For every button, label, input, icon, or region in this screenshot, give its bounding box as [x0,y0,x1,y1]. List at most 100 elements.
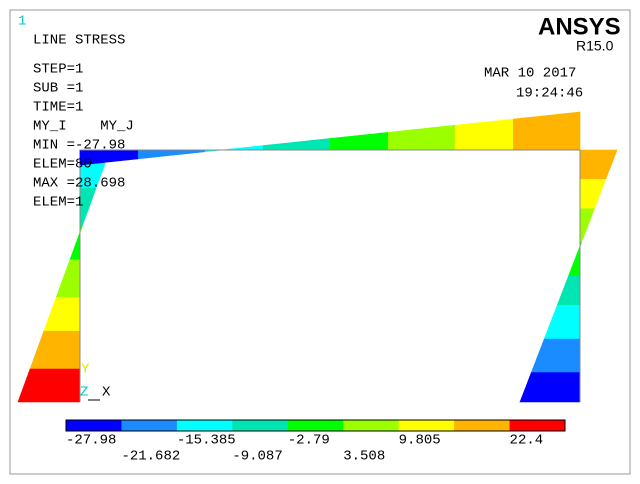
stress-segment [48,313,81,319]
stress-segment [579,221,590,226]
stress-segment [550,317,581,323]
legend-label: -9.087 [232,449,282,465]
stress-segment [40,334,81,340]
legend-band [509,420,566,431]
info-line: STEP=1 [33,62,83,78]
stress-segment [304,139,314,151]
stress-segment [454,124,464,151]
stress-segment [563,284,581,289]
stress-diagram [17,111,618,403]
stress-segment [446,124,456,151]
stress-segment [179,149,189,155]
stress-segment [569,267,581,273]
stress-segment [129,149,139,161]
stress-segment [46,317,81,323]
stress-segment [545,330,581,336]
stress-segment [25,376,81,382]
stress-segment [579,225,589,231]
stress-segment [31,359,81,365]
stress-segment [313,139,322,151]
stress-segment [504,118,514,151]
stress-segment [413,128,422,151]
stress-segment [17,397,81,403]
stress-segment [188,149,197,154]
stress-segment [72,246,81,252]
stress-segment [55,292,81,298]
stress-segment [288,141,297,151]
stress-segment [542,338,581,344]
stress-segment [564,279,581,285]
stress-segment [57,288,81,294]
window-number: 1 [18,14,26,30]
info-block: STEP=1 SUB =1 TIME=1 MY_I MY_J MIN =-27.98 EL… [33,62,134,211]
stress-segment [558,296,581,302]
info-line: ELEM=1 [33,195,83,211]
stress-segment [71,250,81,256]
stress-segment [553,309,581,315]
legend-label: 22.4 [510,433,544,449]
stress-segment [429,126,439,151]
stress-segment [579,183,605,189]
stress-segment [568,271,581,277]
stress-segment [26,372,81,378]
stress-segment [29,363,81,369]
stress-segment [530,368,581,373]
stress-segment [579,191,602,197]
info-line: SUB =1 [33,81,83,97]
legend-band [176,420,233,431]
stress-segment [566,275,581,281]
info-line: MIN =-27.98 [33,138,125,154]
stress-segment [28,368,81,373]
stress-segment [346,135,356,151]
stress-segment [371,132,381,151]
stress-segment [37,342,81,348]
stress-segment [463,123,472,151]
legend-label: -15.385 [177,433,236,449]
stress-segment [58,284,81,289]
stress-segment [49,309,81,315]
stress-segment [556,300,581,306]
stress-segment [529,372,581,378]
stress-segment [579,212,594,218]
date: MAR 10 2017 [484,66,576,82]
stress-segment [66,263,81,268]
stress-segment [65,267,81,273]
stress-segment [79,212,88,218]
stress-segment [561,288,581,294]
stress-segment [354,134,364,151]
stress-segment [496,119,506,151]
stress-segment [537,351,581,357]
stress-segment [39,338,81,344]
stress-segment [19,393,81,399]
stress-segment [526,380,581,386]
info-line: TIME=1 [33,100,83,116]
stress-segment [296,140,306,151]
legend-label: 3.508 [343,449,385,465]
stress-segment [146,149,156,159]
stress-segment [579,174,608,180]
legend-band [232,420,289,431]
stress-segment [388,131,397,151]
stress-segment [532,363,581,369]
stress-segment [363,133,372,151]
stress-segment [22,384,81,390]
stress-segment [521,393,581,399]
axis-x: X [102,385,111,401]
stress-segment [43,326,81,331]
stress-segment [63,271,81,277]
info-line: ELEM=80 [33,157,92,173]
axis-y: Y [81,362,90,378]
stress-segment [338,136,347,151]
stress-segment [579,158,615,163]
stress-segment [579,208,595,214]
stress-segment [579,166,611,172]
stress-segment [396,130,406,151]
stress-segment [329,137,339,151]
stress-segment [579,187,603,193]
stress-segment [379,131,389,151]
info-line: MY_I MY_J [33,119,134,135]
stress-segment [45,321,81,327]
stress-segment [538,115,547,151]
stress-segment [68,258,81,264]
stress-segment [171,149,181,156]
